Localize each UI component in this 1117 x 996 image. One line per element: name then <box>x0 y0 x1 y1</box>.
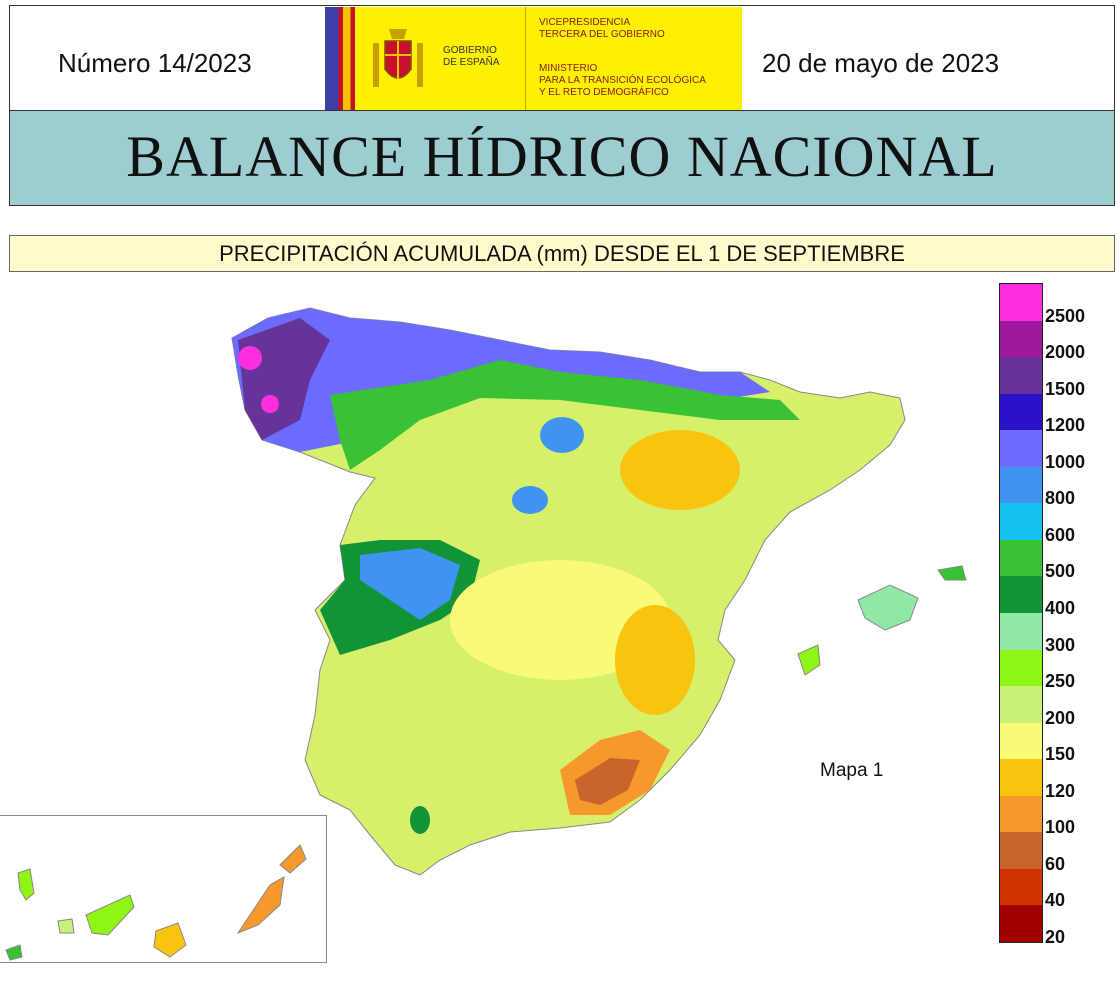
color-legend <box>999 283 1043 943</box>
legend-swatch <box>1000 868 1042 906</box>
legend-label: 250 <box>1045 671 1076 692</box>
government-logo: GOBIERNO DE ESPAÑA VICEPRESIDENCIA TERCE… <box>325 7 742 110</box>
central-light-region <box>450 560 670 680</box>
galicia-wet-band <box>238 318 330 440</box>
ibiza-island <box>797 644 821 676</box>
sistema-central-spot <box>512 486 548 514</box>
legend-label: 2500 <box>1045 305 1086 326</box>
legend-swatch <box>1000 393 1042 431</box>
legend-swatch <box>1000 795 1042 833</box>
cantabria-spot <box>540 417 584 453</box>
east-dry-region <box>620 430 740 510</box>
gran-canaria-island <box>153 922 187 958</box>
map-subtitle: PRECIPITACIÓN ACUMULADA (mm) DESDE EL 1 … <box>9 235 1115 272</box>
la-palma-island <box>17 868 35 901</box>
map-label: Mapa 1 <box>820 760 884 781</box>
legend-swatch <box>1000 357 1042 395</box>
mallorca-island <box>857 584 919 631</box>
north-green-band <box>330 360 800 470</box>
precipitation-map <box>231 307 967 876</box>
legend-swatch <box>1000 466 1042 504</box>
legend-swatch <box>1000 539 1042 577</box>
coat-of-arms-icon <box>373 29 423 87</box>
legend-swatch <box>1000 649 1042 687</box>
legend-swatch <box>1000 284 1042 321</box>
page-title: BALANCE HÍDRICO NACIONAL <box>126 124 998 189</box>
legend-swatch <box>1000 576 1042 614</box>
legend-label: 40 <box>1045 890 1066 911</box>
galicia-peak-1 <box>238 346 262 370</box>
legend-label: 400 <box>1045 598 1076 618</box>
report-header: Número 14/2023 GOBIERNO DE ESPAÑA VICEPR… <box>9 5 1115 111</box>
legend-label: 150 <box>1045 744 1076 765</box>
legend-label: 20 <box>1045 927 1066 947</box>
menorca-island <box>937 565 967 581</box>
legend-swatch <box>1000 759 1042 797</box>
legend-swatch <box>1000 832 1042 870</box>
legend-swatch <box>1000 613 1042 650</box>
west-blue-band <box>360 548 460 620</box>
galicia-peak-2 <box>261 395 279 413</box>
report-date: 20 de mayo de 2023 <box>762 48 1000 78</box>
flag-stripe <box>325 7 355 110</box>
fuerteventura-island <box>236 876 285 935</box>
legend-swatch <box>1000 503 1042 541</box>
legend-swatch <box>1000 905 1042 943</box>
legend-label: 1000 <box>1045 451 1086 472</box>
legend-label: 100 <box>1045 817 1076 838</box>
legend-label: 600 <box>1045 524 1076 545</box>
grazalema-spot <box>410 806 430 834</box>
gobierno-text: GOBIERNO DE ESPAÑA <box>443 45 500 68</box>
legend-label: 300 <box>1045 634 1076 655</box>
legend-swatch <box>1000 320 1042 358</box>
la-gomera-island <box>57 918 75 934</box>
legend-label: 1200 <box>1045 415 1086 436</box>
issue-number: Número 14/2023 <box>58 48 252 78</box>
legend-swatch <box>1000 722 1042 760</box>
legend-label: 2000 <box>1045 342 1086 363</box>
el-hierro-island <box>5 944 23 961</box>
canary-islands-inset <box>0 815 327 963</box>
legend-label: 60 <box>1045 853 1066 874</box>
legend-swatch <box>1000 430 1042 468</box>
legend-label: 1500 <box>1045 378 1086 399</box>
canary-islands-map <box>5 844 307 961</box>
title-bar: BALANCE HÍDRICO NACIONAL <box>9 111 1115 206</box>
legend-label: 800 <box>1045 488 1076 509</box>
legend-label: 200 <box>1045 707 1076 728</box>
lanzarote-island <box>279 844 307 874</box>
ministerio-text: MINISTERIO PARA LA TRANSICIÓN ECOLÓGICA … <box>539 63 706 98</box>
legend-label: 500 <box>1045 561 1076 582</box>
legend-label: 120 <box>1045 780 1076 801</box>
vicepresidencia-text: VICEPRESIDENCIA TERCERA DEL GOBIERNO <box>539 17 665 40</box>
levante-dry-region <box>615 605 695 715</box>
almeria-driest-region <box>575 758 640 805</box>
legend-swatch <box>1000 686 1042 724</box>
tenerife-island <box>85 894 135 936</box>
